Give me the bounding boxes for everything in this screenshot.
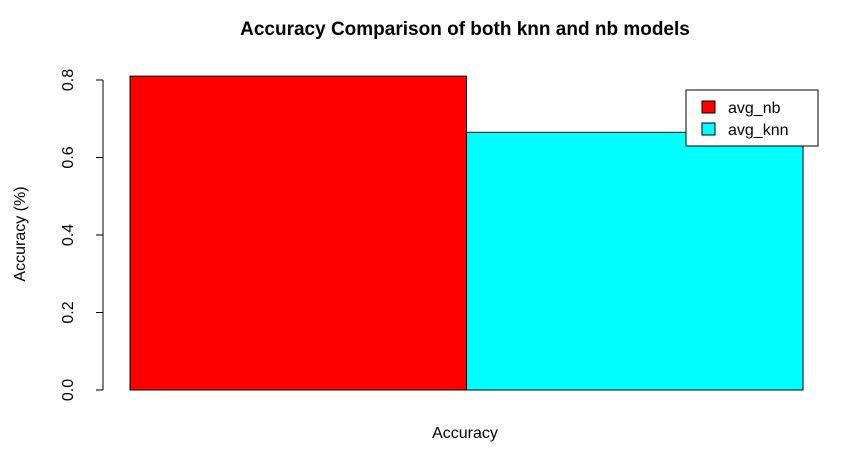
legend-box <box>685 89 819 147</box>
legend-label: avg_nb <box>728 100 781 117</box>
bar-avg-knn <box>466 131 804 391</box>
y-tick-label: 0.4 <box>60 224 77 246</box>
bars <box>129 75 804 391</box>
x-axis-label: Accuracy <box>432 425 498 442</box>
legend: avg_nb avg_knn <box>685 89 819 147</box>
y-axis-label: Accuracy (%) <box>12 186 29 281</box>
y-tick-label: 0.0 <box>60 379 77 401</box>
y-tick-label: 0.8 <box>60 69 77 91</box>
legend-swatch <box>701 122 716 136</box>
y-tick-label: 0.6 <box>60 146 77 168</box>
y-tick-label: 0.2 <box>60 301 77 323</box>
bar-avg-nb <box>129 75 467 391</box>
y-axis: 0.0 0.2 0.4 0.6 0.8 <box>60 69 104 401</box>
legend-label: avg_knn <box>728 122 789 139</box>
chart-title: Accuracy Comparison of both knn and nb m… <box>240 19 690 40</box>
legend-swatch <box>701 100 716 114</box>
